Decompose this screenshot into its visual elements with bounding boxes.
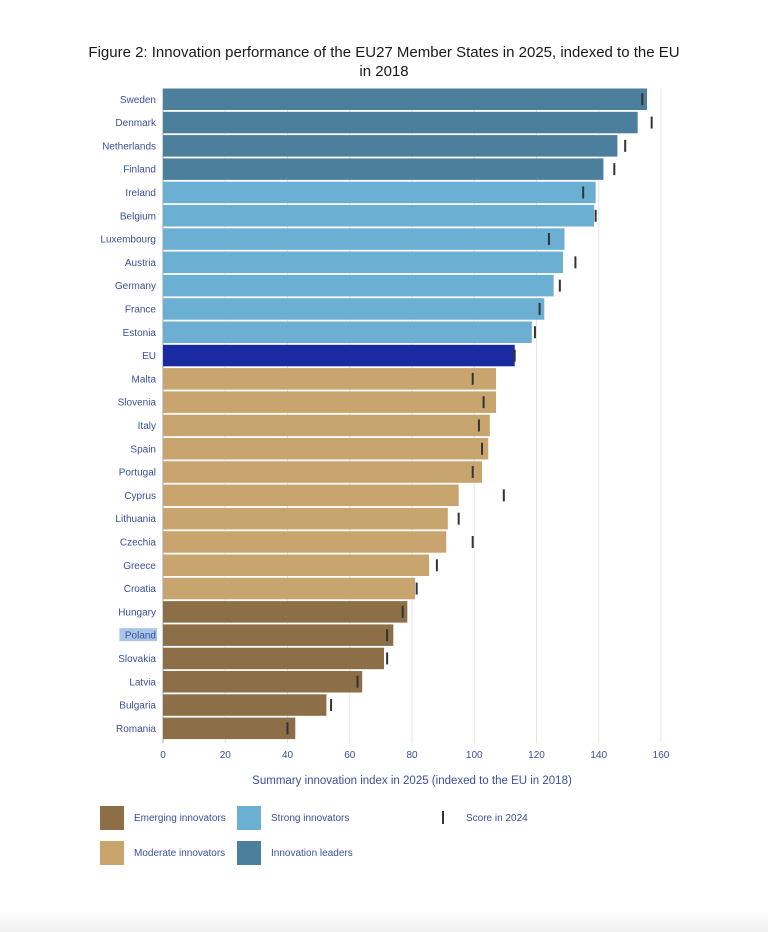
y-label-france: France xyxy=(125,304,157,315)
bar-greece xyxy=(163,554,430,576)
bar-croatia xyxy=(163,577,416,600)
bars xyxy=(163,88,647,740)
y-label-romania: Romania xyxy=(116,724,156,735)
bar-portugal xyxy=(163,461,483,483)
bar-slovakia xyxy=(163,647,384,670)
bar-belgium xyxy=(163,205,595,227)
legend-label-innovation-leaders: Innovation leaders xyxy=(271,848,353,859)
bar-lithuania xyxy=(163,507,448,530)
bar-netherlands xyxy=(163,135,618,157)
bar-poland xyxy=(163,624,394,646)
y-label-cyprus: Cyprus xyxy=(124,491,156,502)
y-label-bulgaria: Bulgaria xyxy=(119,701,156,712)
bar-austria xyxy=(163,251,563,274)
y-label-italy: Italy xyxy=(138,421,156,432)
bar-sweden xyxy=(163,88,647,110)
y-label-eu: EU xyxy=(142,351,156,362)
bar-latvia xyxy=(163,671,363,693)
bar-luxembourg xyxy=(163,228,565,250)
bar-eu xyxy=(163,344,515,367)
chart-title: Figure 2: Innovation performance of the … xyxy=(88,44,680,80)
x-tick-label-60: 60 xyxy=(344,750,356,761)
y-label-sweden: Sweden xyxy=(120,95,156,106)
y-label-portugal: Portugal xyxy=(119,468,156,479)
y-label-estonia: Estonia xyxy=(123,328,157,339)
legend-label-moderate-innovators: Moderate innovators xyxy=(134,848,225,859)
legend-label-strong-innovators: Strong innovators xyxy=(271,813,349,824)
score-2024-markers xyxy=(286,93,653,735)
legend-swatch-emerging-innovators xyxy=(100,806,124,830)
y-label-malta: Malta xyxy=(132,374,157,385)
y-label-poland: Poland xyxy=(125,631,156,642)
y-label-czechia: Czechia xyxy=(120,537,157,548)
legend-swatch-moderate-innovators xyxy=(100,841,124,865)
y-label-denmark: Denmark xyxy=(115,118,157,129)
bar-italy xyxy=(163,414,490,437)
y-label-austria: Austria xyxy=(125,258,157,269)
y-label-slovenia: Slovenia xyxy=(118,398,157,409)
bar-denmark xyxy=(163,111,638,134)
x-tick-label-80: 80 xyxy=(406,750,418,761)
y-label-slovakia: Slovakia xyxy=(118,654,156,665)
label-highlight-poland xyxy=(119,628,157,642)
x-tick-label-40: 40 xyxy=(282,750,294,761)
x-axis-title: Summary innovation index in 2025 (indexe… xyxy=(252,775,572,787)
y-label-belgium: Belgium xyxy=(120,211,156,222)
legend-swatch-strong-innovators xyxy=(237,806,261,830)
x-tick-label-120: 120 xyxy=(528,750,545,761)
y-label-ireland: Ireland xyxy=(125,188,156,199)
x-tick-label-0: 0 xyxy=(160,750,166,761)
y-label-luxembourg: Luxembourg xyxy=(100,235,156,246)
page-bottom-shade xyxy=(0,910,768,932)
y-label-germany: Germany xyxy=(115,281,156,292)
legend-label-score-in-2024: Score in 2024 xyxy=(466,813,528,824)
bar-cyprus xyxy=(163,484,459,507)
bar-germany xyxy=(163,274,554,297)
x-tick-label-100: 100 xyxy=(466,750,483,761)
bar-romania xyxy=(163,717,296,740)
x-tick-label-140: 140 xyxy=(590,750,607,761)
x-tick-label-160: 160 xyxy=(653,750,670,761)
bar-slovenia xyxy=(163,391,497,413)
bar-bulgaria xyxy=(163,694,327,716)
bar-estonia xyxy=(163,321,532,343)
legend-swatch-innovation-leaders xyxy=(237,841,261,865)
y-label-spain: Spain xyxy=(130,444,156,455)
y-label-latvia: Latvia xyxy=(129,677,156,688)
y-label-netherlands: Netherlands xyxy=(102,141,156,152)
y-label-croatia: Croatia xyxy=(124,584,157,595)
y-label-greece: Greece xyxy=(123,561,156,572)
bar-ireland xyxy=(163,181,596,204)
country-labels: Sweden Denmark Netherlands Finland Ireland Be… xyxy=(100,95,157,735)
bar-finland xyxy=(163,158,604,180)
bar-france xyxy=(163,298,545,320)
legend-label-emerging-innovators: Emerging innovators xyxy=(134,813,226,824)
bar-hungary xyxy=(163,601,408,623)
y-label-hungary: Hungary xyxy=(118,607,156,618)
bar-spain xyxy=(163,438,489,460)
x-tick-label-20: 20 xyxy=(220,750,232,761)
legend: Emerging innovators Strong innovators Scor… xyxy=(100,806,528,865)
bar-malta xyxy=(163,368,497,390)
y-label-finland: Finland xyxy=(123,165,156,176)
bar-czechia xyxy=(163,531,447,553)
y-label-lithuania: Lithuania xyxy=(115,514,156,525)
x-axis-ticks: 0 20 40 60 80 100 120 140 160 xyxy=(160,750,670,761)
